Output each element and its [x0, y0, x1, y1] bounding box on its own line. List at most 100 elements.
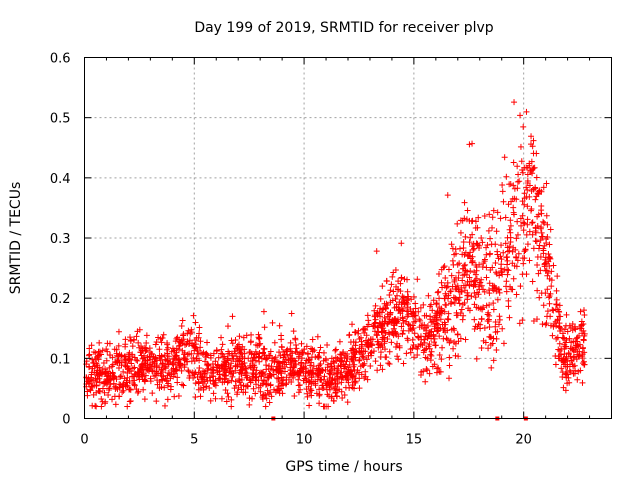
data-point — [344, 351, 351, 358]
data-point — [124, 374, 131, 381]
data-point — [139, 345, 146, 352]
data-point — [209, 378, 216, 385]
data-point — [348, 372, 355, 379]
data-point — [564, 380, 571, 387]
data-point — [320, 357, 327, 364]
data-point — [184, 358, 191, 365]
data-point — [466, 239, 473, 246]
data-point — [332, 347, 339, 354]
data-point — [430, 297, 437, 304]
data-point — [446, 362, 453, 369]
data-point — [85, 352, 92, 359]
data-point — [174, 374, 181, 381]
data-point — [239, 367, 246, 374]
data-point — [511, 211, 518, 218]
data-point — [245, 355, 252, 362]
data-point — [303, 343, 310, 350]
data-point — [528, 133, 535, 140]
data-point — [549, 306, 556, 313]
data-point — [187, 330, 194, 337]
data-point — [96, 379, 103, 386]
data-point — [438, 356, 445, 363]
data-point — [269, 355, 276, 362]
data-point — [481, 324, 488, 331]
data-point — [308, 345, 315, 352]
data-point — [478, 315, 485, 322]
data-point — [126, 356, 133, 363]
data-point — [456, 245, 463, 252]
data-point — [225, 393, 232, 400]
data-point — [206, 374, 213, 381]
data-point — [485, 227, 492, 234]
data-point — [528, 220, 535, 227]
data-point — [528, 188, 535, 195]
data-point — [547, 322, 554, 329]
data-point — [487, 235, 494, 242]
data-point — [446, 375, 453, 382]
data-point — [118, 352, 125, 359]
data-point — [455, 269, 462, 276]
data-point — [195, 350, 202, 357]
data-point — [396, 299, 403, 306]
data-point — [240, 382, 247, 389]
data-point — [229, 373, 236, 380]
data-point — [547, 226, 554, 233]
data-point — [192, 393, 199, 400]
data-point — [560, 358, 567, 365]
data-point — [472, 281, 479, 288]
data-point — [184, 351, 191, 358]
data-point — [545, 294, 552, 301]
data-point — [546, 253, 553, 260]
data-point — [326, 370, 333, 377]
data-point — [455, 338, 462, 345]
data-point — [295, 382, 302, 389]
data-point — [529, 166, 536, 173]
data-point — [293, 370, 300, 377]
data-point — [260, 345, 267, 352]
data-point — [230, 355, 237, 362]
data-point — [96, 339, 103, 346]
data-point — [156, 364, 163, 371]
data-point — [388, 281, 395, 288]
data-point — [379, 336, 386, 343]
data-point — [285, 357, 292, 364]
data-point — [517, 143, 524, 150]
data-point — [469, 140, 476, 147]
data-point — [400, 317, 407, 324]
data-point — [494, 251, 501, 258]
data-point — [441, 295, 448, 302]
data-point — [417, 372, 424, 379]
data-point — [467, 255, 474, 262]
data-point — [463, 271, 470, 278]
data-point — [310, 363, 317, 370]
data-point — [197, 338, 204, 345]
data-point — [512, 254, 519, 261]
data-point — [428, 352, 435, 359]
data-point — [475, 304, 482, 311]
data-point — [253, 350, 260, 357]
data-point — [106, 364, 113, 371]
data-point — [556, 324, 563, 331]
data-point — [288, 310, 295, 317]
data-point — [546, 300, 553, 307]
data-point — [572, 326, 579, 333]
data-point — [409, 313, 416, 320]
data-point — [564, 371, 571, 378]
data-point — [377, 321, 384, 328]
data-point — [355, 327, 362, 334]
data-point — [273, 363, 280, 370]
data-point — [259, 370, 266, 377]
data-point — [338, 379, 345, 386]
chart-title: Day 199 of 2019, SRMTID for receiver plv… — [194, 20, 493, 36]
data-point — [115, 356, 122, 363]
data-point — [431, 361, 438, 368]
data-point — [261, 352, 268, 359]
data-point — [128, 360, 135, 367]
data-point — [477, 325, 484, 332]
data-point — [404, 337, 411, 344]
data-point — [505, 267, 512, 274]
data-point — [339, 395, 346, 402]
data-point — [282, 381, 289, 388]
data-point — [487, 267, 494, 274]
data-point — [393, 292, 400, 299]
